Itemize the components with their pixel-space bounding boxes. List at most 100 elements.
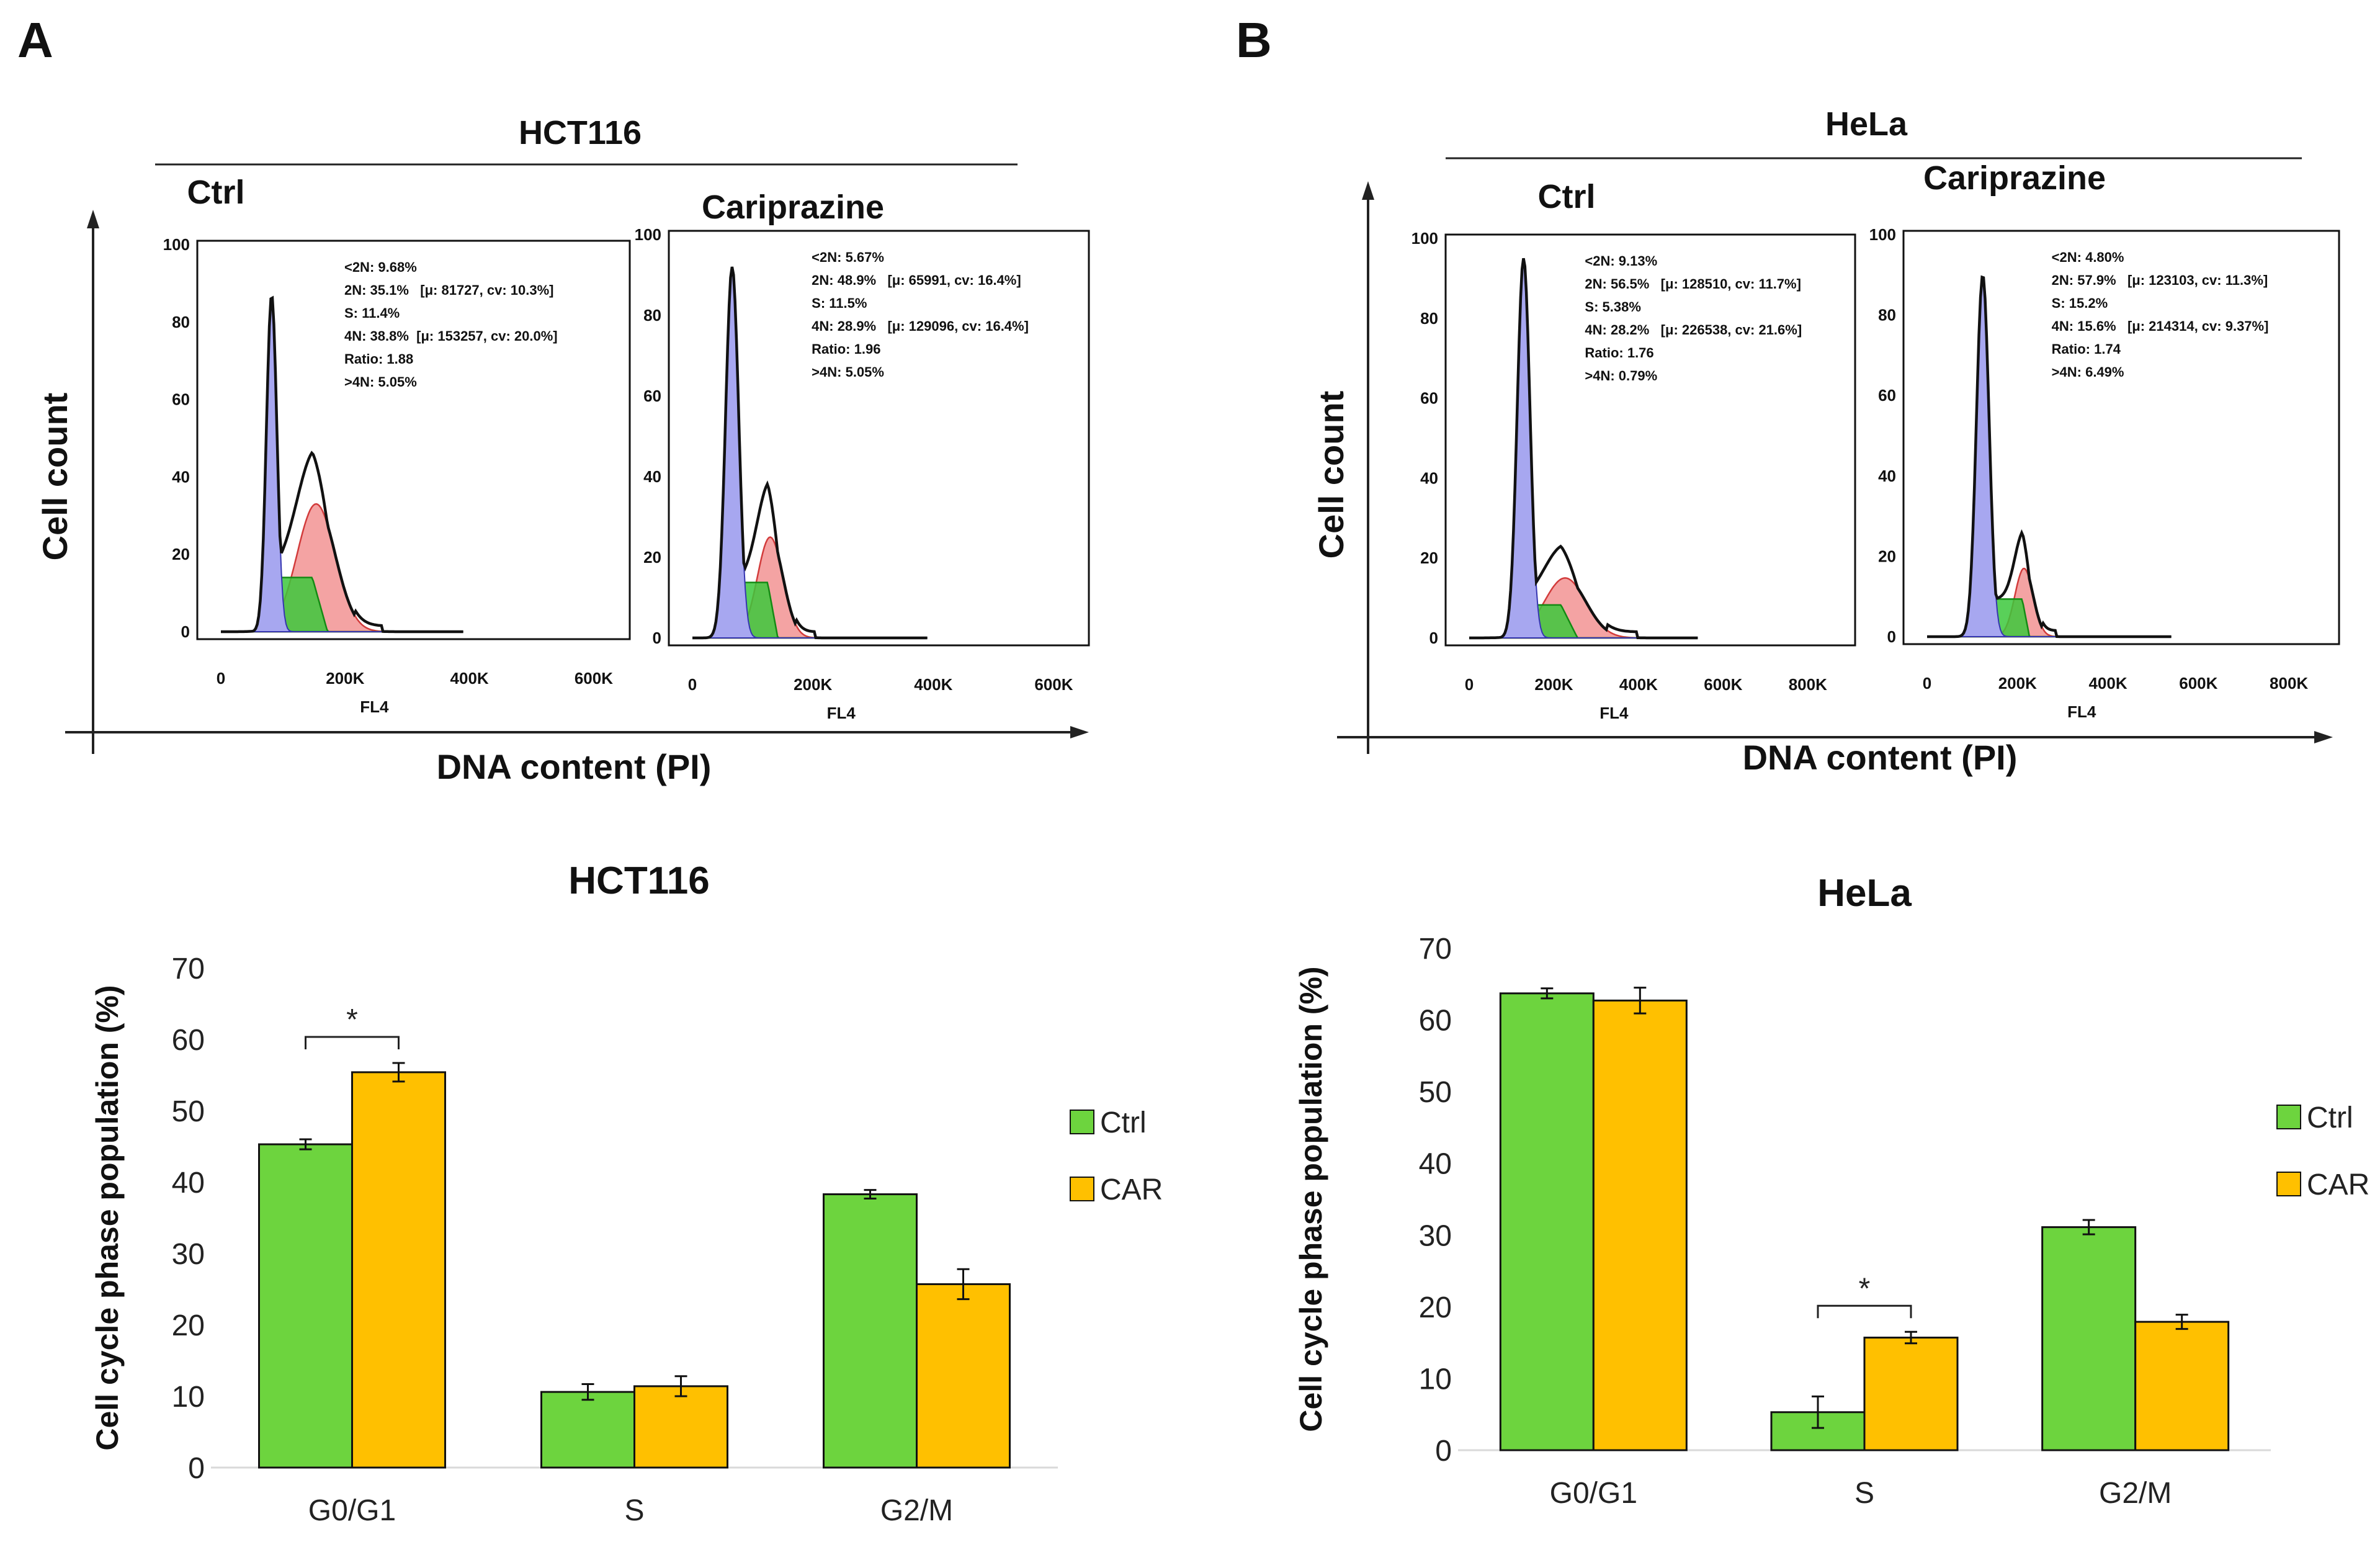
significance-star: * (346, 1003, 358, 1036)
stat-line: 2N: 56.5% [μ: 128510, cv: 11.7%] (1585, 276, 1801, 292)
x-tick-label: 0 (688, 675, 697, 694)
y-tick-label: 60 (172, 390, 190, 409)
x-axis-label: FL4 (1599, 704, 1629, 722)
x-tick-label: 400K (914, 675, 952, 694)
x-axis-label: FL4 (2067, 702, 2096, 721)
stat-line: <2N: 5.67% (812, 249, 884, 265)
y-tick-label: 10 (172, 1381, 205, 1414)
stat-line: 2N: 35.1% [μ: 81727, cv: 10.3%] (344, 282, 554, 298)
stat-line: S: 5.38% (1585, 299, 1641, 315)
bar-car-g0g1 (1592, 999, 1688, 1451)
bar-car-g2m (2134, 1321, 2230, 1451)
x-tick-label: 600K (1704, 675, 1742, 694)
x-axis-label: FL4 (360, 697, 389, 716)
bar-chart-title: HeLa (1817, 872, 1912, 915)
panel-b-x-arrowhead (2314, 731, 2333, 743)
legend-swatch-car (2276, 1172, 2301, 1196)
y-tick-label: 100 (163, 235, 190, 254)
y-tick-label: 20 (172, 1309, 205, 1342)
legend-swatch-ctrl (1070, 1110, 1094, 1134)
histogram-2: Ctrl 0 20 40 60 80 100 0 200K 400K 600K 800K FL4 <2N:… (1411, 178, 1856, 722)
category-label: S (624, 1494, 644, 1527)
y-tick-label: 0 (653, 629, 661, 647)
y-tick-label: 100 (1411, 229, 1438, 248)
histogram-subtitle: Ctrl (1538, 178, 1596, 215)
stat-line: >4N: 5.05% (812, 364, 884, 380)
bar-car-s (633, 1385, 728, 1469)
y-tick-label: 20 (643, 548, 661, 567)
y-tick-label: 20 (1420, 549, 1438, 567)
bar-ctrl-g0g1 (258, 1143, 353, 1469)
histogram-subtitle: Cariprazine (1923, 159, 2106, 197)
histogram-subtitle: Cariprazine (702, 189, 884, 226)
x-tick-label: 600K (1034, 675, 1073, 694)
category-label: G2/M (2099, 1477, 2172, 1510)
y-tick-label: 40 (172, 1167, 205, 1199)
x-tick-label: 800K (1789, 675, 1827, 694)
y-tick-label: 20 (1419, 1291, 1452, 1324)
y-tick-label: 10 (1419, 1363, 1452, 1396)
legend-swatch-ctrl (2276, 1105, 2301, 1129)
stat-line: Ratio: 1.88 (344, 351, 413, 367)
y-tick-label: 50 (172, 1095, 205, 1128)
x-tick-label: 200K (1534, 675, 1573, 694)
x-tick-label: 800K (2270, 674, 2308, 693)
histogram-outline (692, 266, 928, 640)
histogram-outline (221, 295, 463, 634)
category-label: G2/M (880, 1494, 953, 1527)
bar-chart-1: HeLa Cell cycle phase population (%) 0 10 20… (1294, 872, 2369, 1510)
histogram-subtitle: Ctrl (187, 174, 245, 211)
stat-line: 4N: 28.2% [μ: 226538, cv: 21.6%] (1585, 322, 1802, 338)
y-tick-label: 0 (181, 622, 190, 641)
y-tick-label: 0 (1435, 1435, 1452, 1468)
legend-swatch-car (1070, 1177, 1094, 1201)
stat-line: S: 11.5% (812, 295, 867, 311)
panel-a-ylabel: Cell count (35, 393, 74, 561)
panel-a-y-arrowhead (87, 210, 99, 228)
stat-line: 2N: 57.9% [μ: 123103, cv: 11.3%] (2052, 272, 2268, 288)
y-tick-label: 0 (1429, 629, 1438, 647)
y-tick-label: 30 (172, 1238, 205, 1271)
y-tick-label: 100 (1869, 225, 1896, 244)
histogram-panels: Ctrl 0 20 40 60 80 100 0 200K 400K 600K FL4 <2N: 9.6… (163, 159, 2340, 722)
x-tick-label: 600K (575, 669, 613, 688)
stat-line: <2N: 4.80% (2052, 249, 2124, 265)
bar-car-g2m (916, 1283, 1011, 1469)
panel-a-x-arrowhead (1070, 726, 1089, 738)
x-tick-label: 200K (326, 669, 364, 688)
panel-b-cell-line-title: HeLa (1825, 105, 1908, 143)
panel-b-xlabel: DNA content (PI) (1743, 738, 2018, 777)
y-tick-label: 20 (1878, 547, 1896, 565)
legend-label-car: CAR (2307, 1168, 2369, 1201)
histogram-3: Cariprazine 0 20 40 60 80 100 0 200K 400K 600K 800K… (1869, 159, 2340, 721)
y-tick-label: 50 (1419, 1076, 1452, 1109)
x-tick-label: 600K (2179, 674, 2217, 693)
histogram-outline (1927, 275, 2172, 639)
x-tick-label: 200K (1998, 674, 2037, 693)
y-tick-label: 80 (172, 313, 190, 331)
y-tick-label: 30 (1419, 1219, 1452, 1252)
y-tick-label: 80 (643, 306, 661, 325)
y-tick-label: 60 (172, 1024, 205, 1057)
bar-car-g0g1 (351, 1071, 446, 1469)
stat-line: 4N: 38.8% [μ: 153257, cv: 20.0%] (344, 328, 558, 344)
stat-line: 4N: 28.9% [μ: 129096, cv: 16.4%] (812, 318, 1029, 334)
y-tick-label: 100 (635, 225, 661, 244)
y-tick-label: 60 (1878, 386, 1896, 405)
legend-label-ctrl: Ctrl (2307, 1101, 2353, 1134)
bar-chart-ylabel: Cell cycle phase population (%) (1294, 966, 1328, 1432)
bar-ctrl-g2m (2041, 1226, 2137, 1451)
category-label: G0/G1 (308, 1494, 396, 1527)
stat-line: <2N: 9.13% (1585, 253, 1657, 269)
bar-chart-0: HCT116 Cell cycle phase population (%) 0 10… (90, 859, 1163, 1527)
significance-bracket (1817, 1304, 1912, 1319)
bar-chart-panels: HCT116 Cell cycle phase population (%) 0 10… (90, 859, 2369, 1527)
significance-bracket (305, 1036, 400, 1049)
bar-chart-title: HCT116 (568, 859, 709, 902)
y-tick-label: 60 (1420, 389, 1438, 408)
stat-line: 4N: 15.6% [μ: 214314, cv: 9.37%] (2052, 318, 2269, 334)
y-tick-label: 20 (172, 545, 190, 563)
plot-frame (1444, 233, 1856, 647)
stat-line: >4N: 0.79% (1585, 368, 1657, 383)
x-tick-label: 200K (794, 675, 832, 694)
